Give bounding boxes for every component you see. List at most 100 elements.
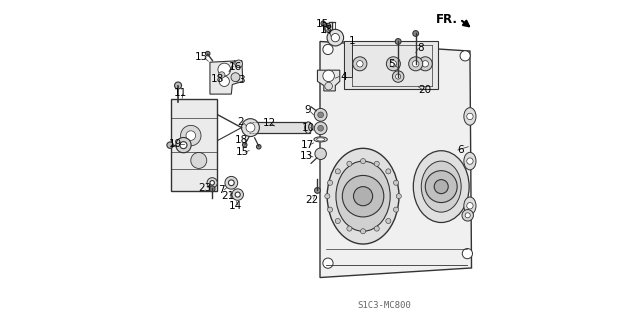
Circle shape xyxy=(235,192,240,197)
Circle shape xyxy=(186,131,196,140)
Text: 18: 18 xyxy=(236,135,248,145)
Circle shape xyxy=(210,181,214,185)
Circle shape xyxy=(462,249,472,259)
Text: 1: 1 xyxy=(349,36,355,47)
Circle shape xyxy=(353,57,367,71)
Ellipse shape xyxy=(327,148,399,244)
Text: 18: 18 xyxy=(320,25,333,35)
Circle shape xyxy=(374,226,380,231)
Circle shape xyxy=(374,161,380,166)
Circle shape xyxy=(323,258,333,268)
Text: 2: 2 xyxy=(237,117,244,127)
Text: 11: 11 xyxy=(173,87,187,98)
Circle shape xyxy=(467,158,473,164)
Ellipse shape xyxy=(464,197,476,215)
Circle shape xyxy=(246,123,255,132)
Circle shape xyxy=(205,51,210,56)
Circle shape xyxy=(460,51,470,61)
Circle shape xyxy=(467,203,473,209)
Circle shape xyxy=(318,125,323,131)
Text: 15: 15 xyxy=(236,147,250,158)
Circle shape xyxy=(409,57,422,71)
Ellipse shape xyxy=(421,161,461,212)
Circle shape xyxy=(394,207,399,212)
Circle shape xyxy=(219,76,229,86)
Text: 20: 20 xyxy=(419,85,432,95)
Text: 15: 15 xyxy=(316,19,329,29)
Polygon shape xyxy=(317,70,340,91)
Text: 23: 23 xyxy=(198,183,211,193)
Circle shape xyxy=(413,31,419,36)
Circle shape xyxy=(243,143,247,147)
Circle shape xyxy=(314,108,327,121)
Circle shape xyxy=(465,213,470,218)
Text: 8: 8 xyxy=(417,43,424,53)
Circle shape xyxy=(228,180,234,186)
Circle shape xyxy=(386,169,391,174)
Text: 18: 18 xyxy=(211,74,225,84)
Circle shape xyxy=(425,171,457,203)
Text: 13: 13 xyxy=(300,151,313,161)
Text: 9: 9 xyxy=(305,105,311,115)
Text: S1C3-MC800: S1C3-MC800 xyxy=(357,301,411,310)
Circle shape xyxy=(342,175,384,217)
Circle shape xyxy=(324,82,332,90)
Circle shape xyxy=(467,113,473,120)
Circle shape xyxy=(231,73,240,82)
Circle shape xyxy=(327,29,344,46)
Circle shape xyxy=(347,226,352,231)
Ellipse shape xyxy=(336,161,390,231)
Circle shape xyxy=(315,148,326,160)
Text: 5: 5 xyxy=(388,59,395,69)
Text: 22: 22 xyxy=(305,195,318,205)
Circle shape xyxy=(180,125,201,146)
Ellipse shape xyxy=(464,152,476,170)
Polygon shape xyxy=(344,41,352,77)
Circle shape xyxy=(232,189,243,200)
Circle shape xyxy=(347,161,352,166)
Circle shape xyxy=(218,63,230,76)
Circle shape xyxy=(315,188,320,193)
Circle shape xyxy=(241,119,259,137)
Circle shape xyxy=(422,61,428,67)
Circle shape xyxy=(175,82,182,89)
Circle shape xyxy=(324,194,330,199)
Ellipse shape xyxy=(464,108,476,125)
Circle shape xyxy=(392,71,404,82)
Circle shape xyxy=(396,194,401,199)
Circle shape xyxy=(413,61,419,67)
Text: 12: 12 xyxy=(262,118,276,129)
Text: FR.: FR. xyxy=(436,13,458,26)
Circle shape xyxy=(180,142,187,149)
Circle shape xyxy=(323,70,334,82)
Text: 3: 3 xyxy=(239,75,245,85)
Circle shape xyxy=(176,137,191,153)
Circle shape xyxy=(434,180,448,194)
Circle shape xyxy=(390,61,397,67)
FancyBboxPatch shape xyxy=(171,99,217,191)
Circle shape xyxy=(396,39,401,44)
Ellipse shape xyxy=(305,122,312,133)
Ellipse shape xyxy=(317,138,324,141)
Circle shape xyxy=(326,23,330,28)
Text: 15: 15 xyxy=(195,52,208,62)
Circle shape xyxy=(167,142,173,148)
Text: 19: 19 xyxy=(169,139,182,149)
Ellipse shape xyxy=(314,137,327,142)
Ellipse shape xyxy=(413,151,469,223)
Circle shape xyxy=(328,180,333,185)
Text: 6: 6 xyxy=(457,145,463,155)
Text: 14: 14 xyxy=(229,201,242,211)
Circle shape xyxy=(387,57,401,71)
Text: 17: 17 xyxy=(301,140,314,150)
Circle shape xyxy=(353,187,372,206)
Circle shape xyxy=(331,33,339,42)
Circle shape xyxy=(386,219,391,224)
Polygon shape xyxy=(320,41,472,278)
Circle shape xyxy=(394,180,399,185)
Circle shape xyxy=(323,44,333,55)
Circle shape xyxy=(321,21,325,26)
Circle shape xyxy=(314,122,327,135)
Text: 21: 21 xyxy=(221,191,234,201)
Text: 7: 7 xyxy=(218,185,225,196)
